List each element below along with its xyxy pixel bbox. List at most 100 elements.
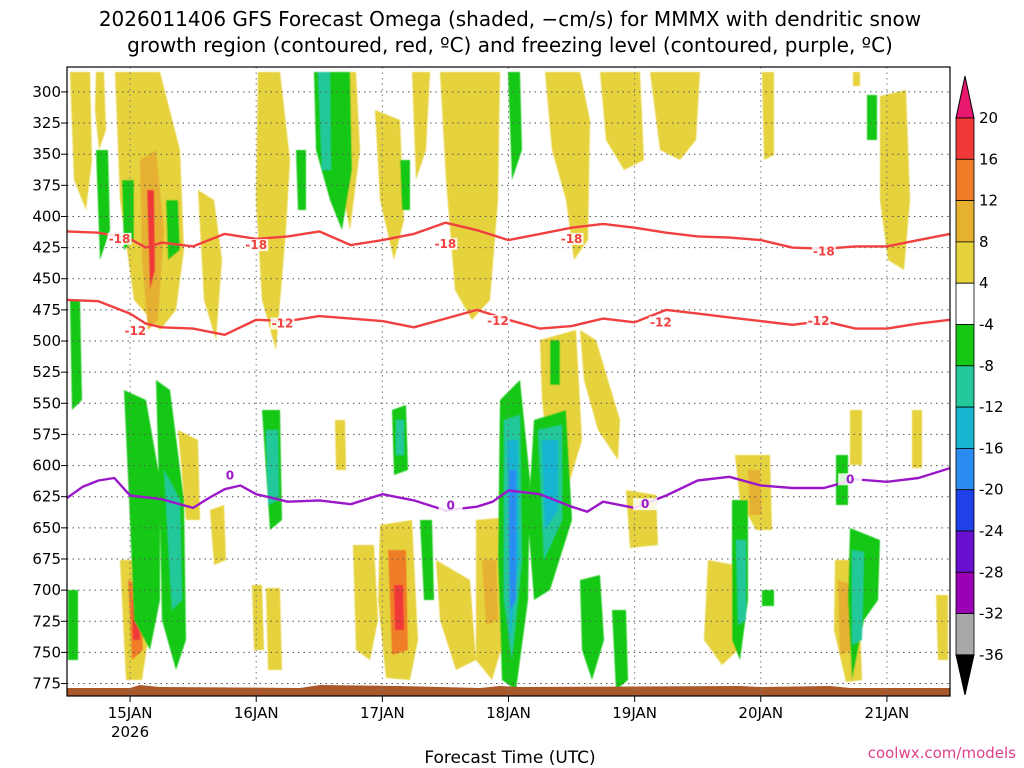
ground-fill: [67, 685, 950, 696]
colorbar-label: -24: [979, 522, 1004, 540]
dgz-contour-label-bg: [811, 245, 836, 258]
omega-blob: [164, 470, 182, 610]
y-tick-label: 375: [32, 176, 61, 194]
y-tick-label: 325: [32, 114, 61, 132]
omega-blob: [396, 420, 404, 455]
omega-blob: [70, 72, 92, 210]
chart-title-line-2: growth region (contoured, red, ºC) and f…: [127, 33, 893, 57]
omega-blob: [936, 595, 948, 660]
omega-blob: [545, 72, 590, 260]
colorbar-label: 20: [979, 109, 998, 127]
y-tick-label: 700: [32, 581, 61, 599]
x-tick-label: 15JAN: [108, 704, 153, 722]
omega-blob: [748, 470, 762, 515]
omega-blob: [147, 190, 155, 290]
omega-blob: [600, 72, 644, 170]
colorbar-swatch: [955, 200, 975, 243]
y-tick-label: 425: [32, 239, 61, 257]
omega-blob: [580, 330, 620, 460]
omega-blob: [353, 545, 378, 660]
omega-blob: [867, 95, 877, 140]
omega-blob: [440, 72, 500, 320]
dgz-contour-label: -18: [813, 244, 835, 258]
dgz-contour-label: -12: [272, 317, 294, 331]
omega-blob: [95, 72, 106, 150]
dgz-contour-label: -18: [561, 232, 583, 246]
omega-blob: [296, 150, 306, 210]
y-tick-label: 625: [32, 488, 61, 506]
omega-blob: [550, 340, 560, 385]
freezing-level-contour-label: 0: [846, 472, 854, 486]
omega-blob: [375, 110, 404, 260]
freezing-level-contour-label-bg: [217, 469, 242, 482]
omega-blob: [482, 560, 498, 625]
omega-blob: [70, 300, 82, 410]
dgz-contour-label-bg: [433, 237, 458, 250]
y-tick-label: 775: [32, 675, 61, 693]
dgz-contour-label: -12: [487, 314, 509, 328]
y-tick-label: 675: [32, 550, 61, 568]
colorbar-swatch: [955, 282, 975, 325]
colorbar-swatch: [955, 406, 975, 449]
freezing-level-contour-label-bg: [438, 499, 463, 512]
colorbar-legend: 20 16 12 8 4 -4 -8 -12 -16 -20 -24 -28 -32 -36: [955, 75, 1004, 696]
omega-blob: [509, 470, 516, 610]
dgz-contour-label-bg: [270, 317, 295, 330]
colorbar-swatch: [955, 241, 975, 284]
y-tick-label: 475: [32, 301, 61, 319]
colorbar-bottom-arrow: [955, 654, 975, 696]
y-tick-label: 300: [32, 83, 61, 101]
omega-blob: [880, 90, 910, 270]
dgz-contour-label: -12: [124, 324, 146, 338]
omega-blob: [762, 590, 774, 606]
x-tick-label: 21JAN: [865, 704, 910, 722]
omega-blob: [436, 560, 476, 670]
omega-blob: [68, 590, 78, 660]
colorbar-top-arrow: [955, 75, 975, 119]
dgz-contour-label-bg: [123, 325, 148, 338]
omega-blob: [852, 550, 864, 645]
freezing-level-contour-label-bg: [633, 498, 658, 511]
dgz-contour-label-bg: [244, 239, 269, 252]
freezing-level-contour-label: 0: [641, 497, 649, 511]
omega-blob: [853, 72, 860, 86]
omega-blob: [412, 72, 430, 180]
colorbar-label: -16: [979, 439, 1004, 457]
y-tick-label: 725: [32, 612, 61, 630]
colorbar-swatch: [955, 613, 975, 656]
y-axis: 300 325 350 375 400 425 450 475 500 525 550 575 600 6…: [32, 83, 67, 693]
colorbar-swatch: [955, 571, 975, 614]
y-tick-label: 650: [32, 519, 61, 537]
omega-blob: [210, 505, 226, 565]
dgz-contour-label-bg: [806, 315, 831, 328]
x-tick-label: 20JAN: [738, 704, 783, 722]
colorbar-label: 8: [979, 233, 989, 251]
omega-blob: [762, 72, 774, 160]
dgz-contour-label-bg: [559, 232, 584, 245]
colorbar-swatch: [955, 324, 975, 367]
y-tick-label: 525: [32, 363, 61, 381]
y-tick-label: 450: [32, 270, 61, 288]
colorbar-swatch: [955, 117, 975, 160]
omega-blob: [736, 540, 746, 625]
omega-blob: [400, 160, 410, 210]
colorbar-label: 16: [979, 150, 998, 168]
omega-blob: [508, 72, 522, 180]
freezing-level-contour: [66, 466, 951, 513]
colorbar-swatch: [955, 365, 975, 408]
y-tick-label: 400: [32, 207, 61, 225]
dgz-contour: [66, 298, 951, 336]
colorbar-label: -36: [979, 646, 1004, 664]
omega-blob: [420, 520, 434, 600]
omega-blob: [256, 72, 290, 350]
x-axis-title: Forecast Time (UTC): [424, 748, 595, 768]
omega-shading: [68, 72, 948, 690]
colorbar-swatch: [955, 447, 975, 491]
y-tick-label: 750: [32, 643, 61, 661]
omega-blob: [252, 585, 264, 650]
colorbar-label: -28: [979, 563, 1004, 581]
omega-blob: [612, 610, 628, 690]
colorbar-swatch: [955, 530, 975, 573]
x-tick-sublabel: 2026: [111, 723, 149, 741]
y-tick-label: 350: [32, 145, 61, 163]
